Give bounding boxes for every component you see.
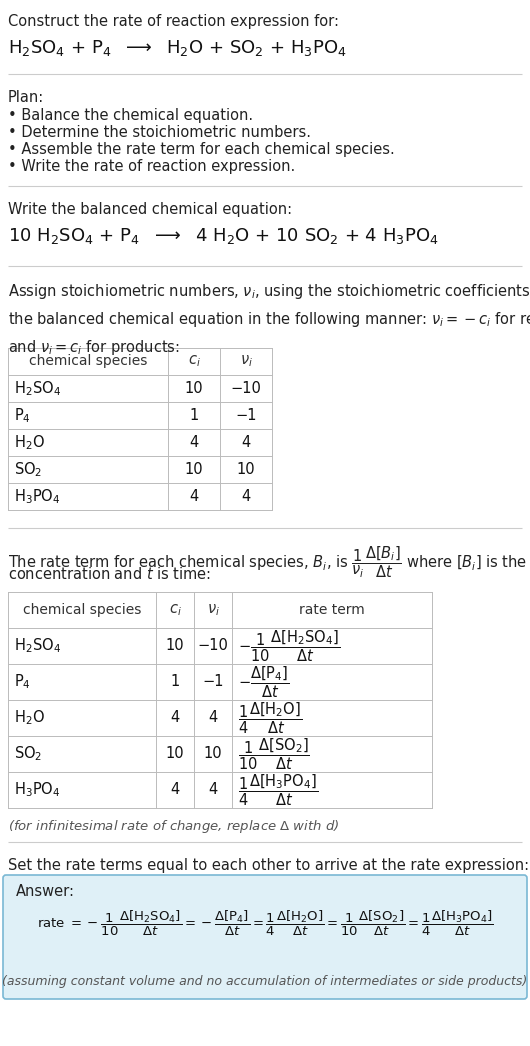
- Text: −1: −1: [202, 675, 224, 689]
- Text: 4: 4: [189, 435, 199, 450]
- Text: $\mathrm{H_2O}$: $\mathrm{H_2O}$: [14, 433, 45, 452]
- Text: Answer:: Answer:: [16, 884, 75, 899]
- Text: (for infinitesimal rate of change, replace $\Delta$ with $d$): (for infinitesimal rate of change, repla…: [8, 818, 340, 835]
- Text: $\dfrac{1}{4}\dfrac{\Delta[\mathrm{H_2O}]}{\Delta t}$: $\dfrac{1}{4}\dfrac{\Delta[\mathrm{H_2O}…: [238, 700, 302, 735]
- Text: $\nu_i$: $\nu_i$: [207, 602, 219, 618]
- Text: Plan:: Plan:: [8, 90, 44, 105]
- Text: 10: 10: [166, 747, 184, 761]
- Text: 4: 4: [241, 435, 251, 450]
- Text: −10: −10: [198, 638, 228, 654]
- Text: $\mathrm{SO_2}$: $\mathrm{SO_2}$: [14, 460, 42, 479]
- Text: $-\dfrac{\Delta[\mathrm{P_4}]}{\Delta t}$: $-\dfrac{\Delta[\mathrm{P_4}]}{\Delta t}…: [238, 664, 289, 700]
- Text: • Balance the chemical equation.: • Balance the chemical equation.: [8, 108, 253, 123]
- Text: −10: −10: [231, 381, 261, 396]
- Text: (assuming constant volume and no accumulation of intermediates or side products): (assuming constant volume and no accumul…: [2, 976, 528, 988]
- Text: $\mathrm{H_2SO_4}$: $\mathrm{H_2SO_4}$: [14, 379, 61, 397]
- Text: 10: 10: [204, 747, 222, 761]
- Text: −1: −1: [235, 408, 257, 423]
- Text: 10: 10: [166, 638, 184, 654]
- Text: 4: 4: [241, 488, 251, 504]
- Text: $-\dfrac{1}{10}\dfrac{\Delta[\mathrm{H_2SO_4}]}{\Delta t}$: $-\dfrac{1}{10}\dfrac{\Delta[\mathrm{H_2…: [238, 629, 340, 664]
- Text: rate term: rate term: [299, 602, 365, 617]
- Text: $c_i$: $c_i$: [169, 602, 181, 618]
- Text: 4: 4: [189, 488, 199, 504]
- Text: $\mathrm{H_3PO_4}$: $\mathrm{H_3PO_4}$: [14, 487, 60, 506]
- Text: 4: 4: [170, 782, 180, 797]
- Text: $10\ \mathrm{H_2SO_4}$ $+$ $\mathrm{P_4}$  $\longrightarrow$  $4\ \mathrm{H_2O}$: $10\ \mathrm{H_2SO_4}$ $+$ $\mathrm{P_4}…: [8, 226, 439, 246]
- Text: chemical species: chemical species: [23, 602, 141, 617]
- Text: 1: 1: [189, 408, 199, 423]
- Text: concentration and $t$ is time:: concentration and $t$ is time:: [8, 566, 211, 582]
- Text: $\mathrm{H_2O}$: $\mathrm{H_2O}$: [14, 708, 45, 727]
- Text: $\nu_i$: $\nu_i$: [240, 354, 252, 369]
- Text: 10: 10: [237, 462, 255, 477]
- Text: • Assemble the rate term for each chemical species.: • Assemble the rate term for each chemic…: [8, 142, 395, 157]
- Text: Write the balanced chemical equation:: Write the balanced chemical equation:: [8, 202, 292, 217]
- Text: 1: 1: [170, 675, 180, 689]
- Text: The rate term for each chemical species, $B_i$, is $\dfrac{1}{\nu_i}\dfrac{\Delt: The rate term for each chemical species,…: [8, 544, 530, 579]
- Text: $\mathrm{SO_2}$: $\mathrm{SO_2}$: [14, 745, 42, 764]
- Text: • Write the rate of reaction expression.: • Write the rate of reaction expression.: [8, 159, 295, 174]
- FancyBboxPatch shape: [3, 876, 527, 999]
- Text: $\dfrac{1}{4}\dfrac{\Delta[\mathrm{H_3PO_4}]}{\Delta t}$: $\dfrac{1}{4}\dfrac{\Delta[\mathrm{H_3PO…: [238, 772, 318, 808]
- Text: $\dfrac{1}{10}\dfrac{\Delta[\mathrm{SO_2}]}{\Delta t}$: $\dfrac{1}{10}\dfrac{\Delta[\mathrm{SO_2…: [238, 736, 310, 772]
- Text: • Determine the stoichiometric numbers.: • Determine the stoichiometric numbers.: [8, 126, 311, 140]
- Text: $\mathrm{P_4}$: $\mathrm{P_4}$: [14, 673, 31, 691]
- Text: $\mathrm{H_3PO_4}$: $\mathrm{H_3PO_4}$: [14, 780, 60, 799]
- Text: $\mathrm{P_4}$: $\mathrm{P_4}$: [14, 406, 31, 425]
- Text: chemical species: chemical species: [29, 355, 147, 368]
- Text: rate $= -\dfrac{1}{10}\dfrac{\Delta[\mathrm{H_2SO_4}]}{\Delta t} = -\dfrac{\Delt: rate $= -\dfrac{1}{10}\dfrac{\Delta[\mat…: [37, 908, 493, 937]
- Text: Set the rate terms equal to each other to arrive at the rate expression:: Set the rate terms equal to each other t…: [8, 858, 529, 873]
- Text: Construct the rate of reaction expression for:: Construct the rate of reaction expressio…: [8, 14, 339, 29]
- Text: Assign stoichiometric numbers, $\nu_i$, using the stoichiometric coefficients, $: Assign stoichiometric numbers, $\nu_i$, …: [8, 282, 530, 357]
- Text: $c_i$: $c_i$: [188, 354, 200, 369]
- Text: 4: 4: [170, 710, 180, 726]
- Text: 10: 10: [184, 381, 204, 396]
- Text: 10: 10: [184, 462, 204, 477]
- Text: $\mathrm{H_2SO_4}$ $+$ $\mathrm{P_4}$  $\longrightarrow$  $\mathrm{H_2O}$ $+$ $\: $\mathrm{H_2SO_4}$ $+$ $\mathrm{P_4}$ $\…: [8, 38, 347, 58]
- Text: 4: 4: [208, 710, 218, 726]
- Text: $\mathrm{H_2SO_4}$: $\mathrm{H_2SO_4}$: [14, 637, 61, 656]
- Text: 4: 4: [208, 782, 218, 797]
